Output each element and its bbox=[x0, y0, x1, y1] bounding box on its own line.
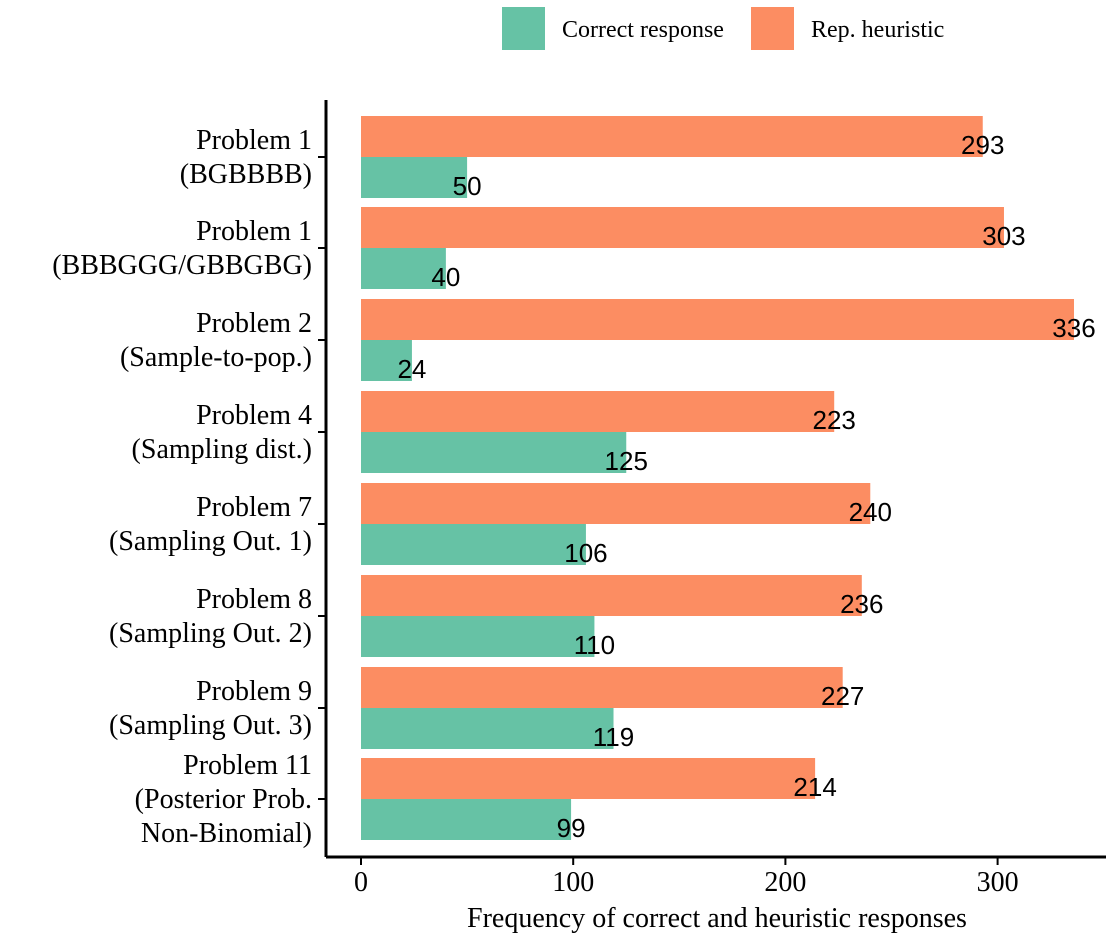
y-tick-label-line: Problem 4 bbox=[196, 400, 312, 431]
y-tick-label: Problem 9 (Sampling Out. 3) bbox=[109, 676, 312, 741]
value-labels: 293 50 303 40 336 24 223 125 240 106 236 110 227 119 2… bbox=[397, 130, 1095, 843]
y-tick-label-line: (Posterior Prob. bbox=[135, 784, 312, 815]
value-label-heuristic: 236 bbox=[840, 589, 883, 619]
value-label-heuristic: 240 bbox=[849, 497, 892, 527]
y-tick-label-line: (Sample-to-pop.) bbox=[120, 342, 312, 373]
x-tick-label: 0 bbox=[354, 867, 368, 898]
legend-label: Correct response bbox=[562, 17, 724, 43]
bar-correct bbox=[361, 799, 572, 840]
bar-heuristic bbox=[361, 758, 816, 799]
bar-correct bbox=[361, 708, 614, 749]
y-tick-label-line: Problem 8 bbox=[196, 584, 312, 615]
value-label-correct: 110 bbox=[574, 630, 615, 660]
y-tick-label-line: (Sampling dist.) bbox=[132, 434, 312, 465]
value-label-correct: 40 bbox=[431, 262, 460, 292]
value-label-correct: 125 bbox=[605, 446, 648, 476]
value-label-heuristic: 214 bbox=[793, 772, 836, 802]
value-label-correct: 24 bbox=[397, 354, 426, 384]
x-axis: 0 100 200 300 bbox=[326, 855, 1106, 898]
bar-correct bbox=[361, 524, 586, 565]
value-label-correct: 99 bbox=[557, 813, 586, 843]
y-tick-label: Problem 11 (Posterior Prob. Non-Binomial) bbox=[135, 750, 312, 849]
y-tick-label-line: Problem 7 bbox=[196, 492, 312, 523]
y-tick-label-line: (Sampling Out. 2) bbox=[109, 618, 312, 649]
bar-heuristic bbox=[361, 483, 871, 524]
bar-heuristic bbox=[361, 667, 843, 708]
bar-heuristic bbox=[361, 116, 983, 157]
x-tick-label: 200 bbox=[764, 867, 806, 898]
value-label-heuristic: 336 bbox=[1052, 313, 1095, 343]
y-tick-label: Problem 1 (BGBBBB) bbox=[180, 125, 312, 190]
legend-key bbox=[751, 7, 794, 50]
value-label-heuristic: 227 bbox=[821, 681, 864, 711]
value-label-correct: 50 bbox=[453, 171, 482, 201]
x-tick-label: 300 bbox=[977, 867, 1019, 898]
y-tick-label-line: Non-Binomial) bbox=[141, 818, 312, 849]
y-tick-label: Problem 8 (Sampling Out. 2) bbox=[109, 584, 312, 649]
y-tick-label: Problem 1 (BBBGGG/GBBGBG) bbox=[52, 216, 312, 281]
legend: Correct response Rep. heuristic bbox=[502, 7, 944, 50]
legend-key bbox=[502, 7, 545, 50]
y-tick-label: Problem 2 (Sample-to-pop.) bbox=[120, 308, 312, 373]
y-tick-label-line: Problem 2 bbox=[196, 308, 312, 339]
y-tick-label-line: Problem 1 bbox=[196, 216, 312, 247]
y-tick-label-line: (BGBBBB) bbox=[180, 159, 312, 190]
bar-heuristic bbox=[361, 575, 862, 616]
y-tick-label-line: Problem 11 bbox=[183, 750, 312, 781]
y-tick-label-line: (Sampling Out. 3) bbox=[109, 710, 312, 741]
y-tick-label: Problem 7 (Sampling Out. 1) bbox=[109, 492, 312, 557]
x-tick-label: 100 bbox=[552, 867, 594, 898]
y-tick-label-line: Problem 1 bbox=[196, 125, 312, 156]
legend-label: Rep. heuristic bbox=[811, 17, 944, 43]
y-tick-label-line: Problem 9 bbox=[196, 676, 312, 707]
bar-correct bbox=[361, 340, 412, 381]
y-tick-label-line: (BBBGGG/GBBGBG) bbox=[52, 250, 312, 281]
x-axis-title: Frequency of correct and heuristic respo… bbox=[467, 903, 967, 934]
y-tick-label-line: (Sampling Out. 1) bbox=[109, 526, 312, 557]
value-label-heuristic: 293 bbox=[961, 130, 1004, 160]
value-label-heuristic: 303 bbox=[982, 221, 1025, 251]
value-label-heuristic: 223 bbox=[813, 405, 856, 435]
bar-heuristic bbox=[361, 391, 835, 432]
bar-heuristic bbox=[361, 207, 1004, 248]
y-tick-label: Problem 4 (Sampling dist.) bbox=[132, 400, 312, 465]
value-label-correct: 106 bbox=[564, 538, 607, 568]
bar-heuristic bbox=[361, 299, 1074, 340]
bar-correct bbox=[361, 157, 468, 198]
bar-correct bbox=[361, 616, 595, 657]
y-axis: Problem 1 (BGBBBB)Problem 1 (BBBGGG/GBBGBG… bbox=[52, 100, 328, 857]
value-label-correct: 119 bbox=[593, 722, 634, 752]
bar-correct bbox=[361, 432, 627, 473]
bars bbox=[361, 116, 1074, 840]
bar-correct bbox=[361, 248, 446, 289]
